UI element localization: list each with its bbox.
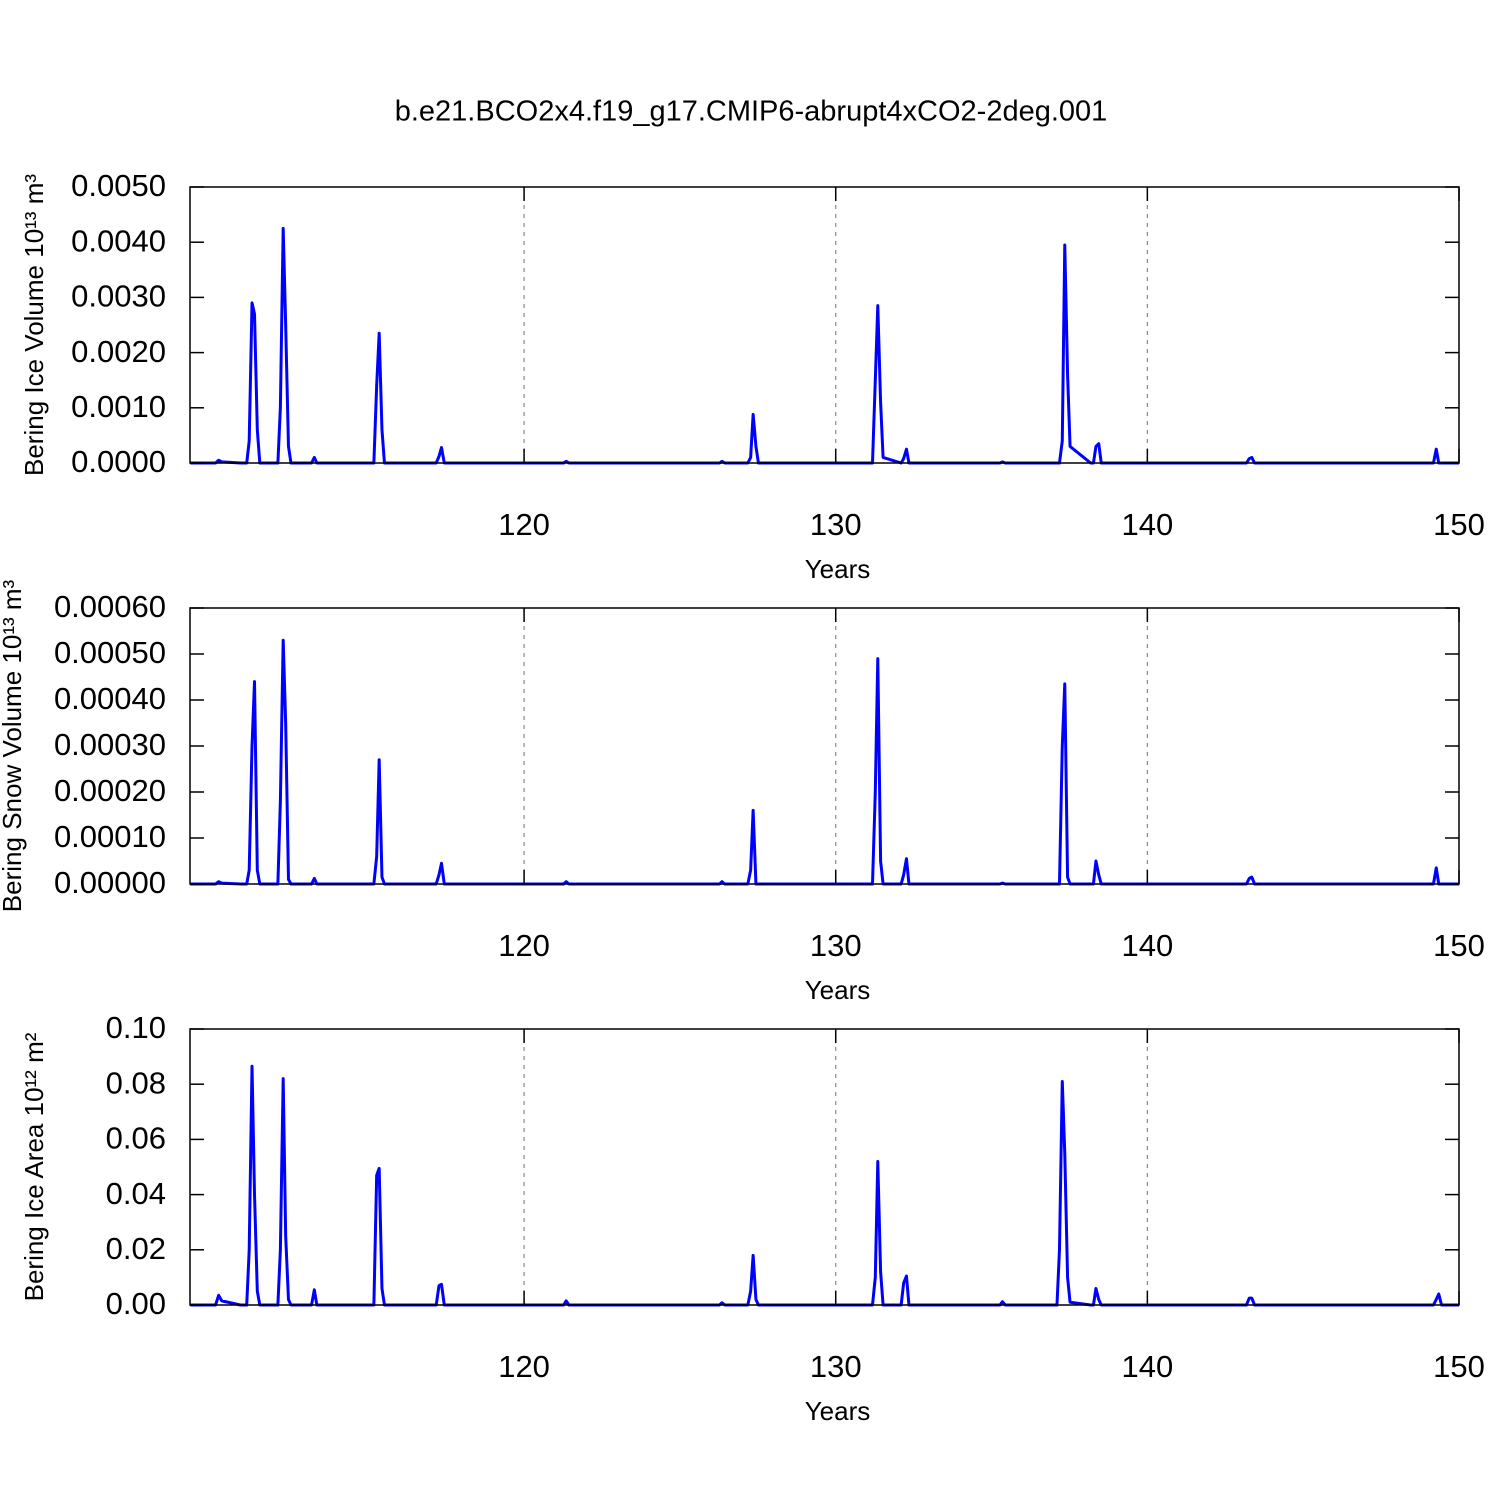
y-axis-label: Bering Ice Area 10¹² m² bbox=[19, 1032, 49, 1301]
x-tick-label: 120 bbox=[498, 1349, 550, 1384]
panel: 120 130 140 150 0.00 0.02 0.04 0.06 0.08 0.10 Year… bbox=[19, 1010, 1485, 1426]
y-tick-label: 0.00030 bbox=[54, 727, 166, 762]
y-tick-label: 0.00000 bbox=[54, 865, 166, 900]
x-tick-label: 130 bbox=[810, 507, 862, 542]
y-tick-label: 0.00060 bbox=[54, 589, 166, 624]
y-tick-label: 0.0010 bbox=[71, 389, 166, 424]
x-tick-label: 130 bbox=[810, 928, 862, 963]
y-tick-label: 0.00040 bbox=[54, 681, 166, 716]
y-tick-label: 0.0020 bbox=[71, 334, 166, 369]
x-tick-label: 150 bbox=[1433, 928, 1485, 963]
x-tick-label: 120 bbox=[498, 928, 550, 963]
y-axis-label: Bering Ice Volume 10¹³ m³ bbox=[19, 174, 49, 476]
x-axis-label: Years bbox=[805, 1396, 871, 1426]
x-tick-label: 140 bbox=[1121, 507, 1173, 542]
y-tick-label: 0.06 bbox=[106, 1121, 166, 1156]
y-tick-label: 0.0000 bbox=[71, 444, 166, 479]
x-tick-label: 140 bbox=[1121, 928, 1173, 963]
y-tick-label: 0.10 bbox=[106, 1010, 166, 1045]
panel: 120 130 140 150 0.00000 0.00010 0.00020 0.00030… bbox=[0, 579, 1485, 1004]
y-tick-label: 0.00 bbox=[106, 1286, 166, 1321]
y-tick-label: 0.0040 bbox=[71, 223, 166, 258]
y-tick-label: 0.00050 bbox=[54, 635, 166, 670]
plot-frame bbox=[189, 186, 1460, 464]
x-tick-label: 130 bbox=[810, 1349, 862, 1384]
x-tick-label: 150 bbox=[1433, 507, 1485, 542]
y-tick-label: 0.0030 bbox=[71, 279, 166, 314]
y-tick-label: 0.04 bbox=[106, 1176, 166, 1211]
y-tick-label: 0.00020 bbox=[54, 773, 166, 808]
y-tick-label: 0.08 bbox=[106, 1065, 166, 1100]
y-axis-label: Bering Snow Volume 10¹³ m³ bbox=[0, 579, 27, 912]
x-axis-label: Years bbox=[805, 975, 871, 1005]
chart-title: b.e21.BCO2x4.f19_g17.CMIP6-abrupt4xCO2-2… bbox=[395, 96, 1108, 128]
x-tick-label: 140 bbox=[1121, 1349, 1173, 1384]
x-tick-label: 120 bbox=[498, 507, 550, 542]
y-tick-label: 0.02 bbox=[106, 1231, 166, 1266]
x-tick-label: 150 bbox=[1433, 1349, 1485, 1384]
y-tick-label: 0.0050 bbox=[71, 168, 166, 203]
panel: 120 130 140 150 0.0000 0.0010 0.0020 0.0030 0.00… bbox=[19, 168, 1485, 584]
plot-frame bbox=[189, 1028, 1460, 1306]
x-axis-label: Years bbox=[805, 554, 871, 584]
y-tick-label: 0.00010 bbox=[54, 819, 166, 854]
